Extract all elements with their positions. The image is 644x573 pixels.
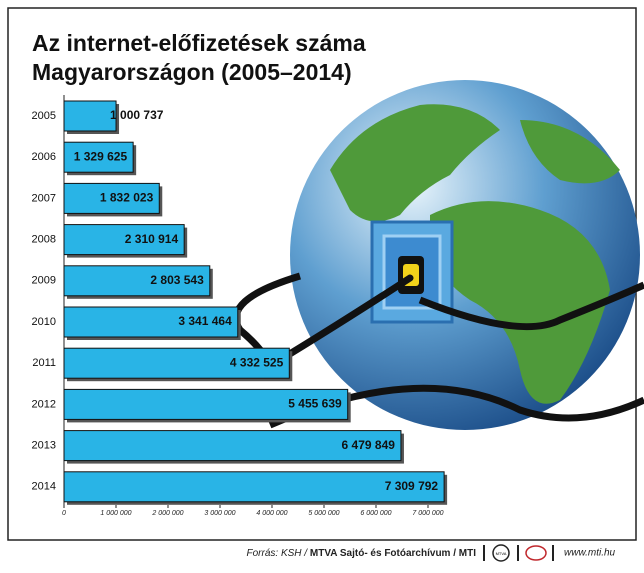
y-tick-label: 2007 [32, 192, 56, 204]
y-tick-label: 2005 [32, 110, 56, 122]
value-label: 2 803 543 [150, 273, 204, 287]
y-tick-label: 2013 [32, 440, 56, 452]
y-tick-label: 2010 [32, 316, 56, 328]
bar [63, 471, 445, 503]
logo-text: MTVA [496, 551, 507, 556]
value-label: 4 332 525 [230, 355, 284, 369]
bar [63, 430, 402, 462]
y-tick-label: 2012 [32, 398, 56, 410]
y-tick-label: 2008 [32, 234, 56, 246]
x-tick-label: 7 000 000 [412, 510, 443, 517]
value-label: 3 341 464 [178, 314, 232, 328]
x-tick-label: 3 000 000 [204, 510, 235, 517]
value-label: 2 310 914 [125, 232, 179, 246]
website: www.mti.hu [564, 548, 616, 559]
x-tick-label: 1 000 000 [100, 510, 131, 517]
value-label: 1 832 023 [100, 191, 154, 205]
value-label: 6 479 849 [342, 438, 396, 452]
y-tick-label: 2014 [32, 481, 56, 493]
bar [63, 182, 160, 214]
value-label: 1 329 625 [74, 149, 128, 163]
value-label: 5 455 639 [288, 397, 342, 411]
y-tick-label: 2009 [32, 275, 56, 287]
bar [63, 388, 349, 420]
value-label: 1 000 737 [110, 108, 164, 122]
bar [63, 265, 211, 297]
agency: MTVA Sajtó- és Fotóarchívum / MTI [310, 548, 476, 559]
x-tick-label: 4 000 000 [256, 510, 287, 517]
chart-title: Magyarországon (2005–2014) [32, 59, 352, 85]
bar [63, 224, 185, 256]
x-tick-label: 5 000 000 [308, 510, 339, 517]
logo [492, 544, 510, 562]
value-label: 7 309 792 [385, 479, 439, 493]
x-tick-label: 0 [62, 510, 66, 517]
source: Forrás: KSH / [247, 548, 309, 559]
bar [63, 306, 239, 338]
y-tick-label: 2006 [32, 151, 56, 163]
bar [63, 347, 290, 379]
bar [63, 141, 134, 173]
chart-title: Az internet-előfizetések száma [32, 30, 366, 56]
x-tick-label: 6 000 000 [360, 510, 391, 517]
x-tick-label: 2 000 000 [151, 510, 183, 517]
y-tick-label: 2011 [32, 357, 56, 369]
logo [525, 545, 547, 561]
globe [232, 80, 644, 430]
footer-source: Forrás: KSH / MTVA Sajtó- és Fotóarchívu… [247, 548, 477, 559]
plot: 0 1 000 000 2 000 000 3 000 000 4 000 000 5 0… [32, 95, 448, 517]
bar [63, 100, 117, 132]
